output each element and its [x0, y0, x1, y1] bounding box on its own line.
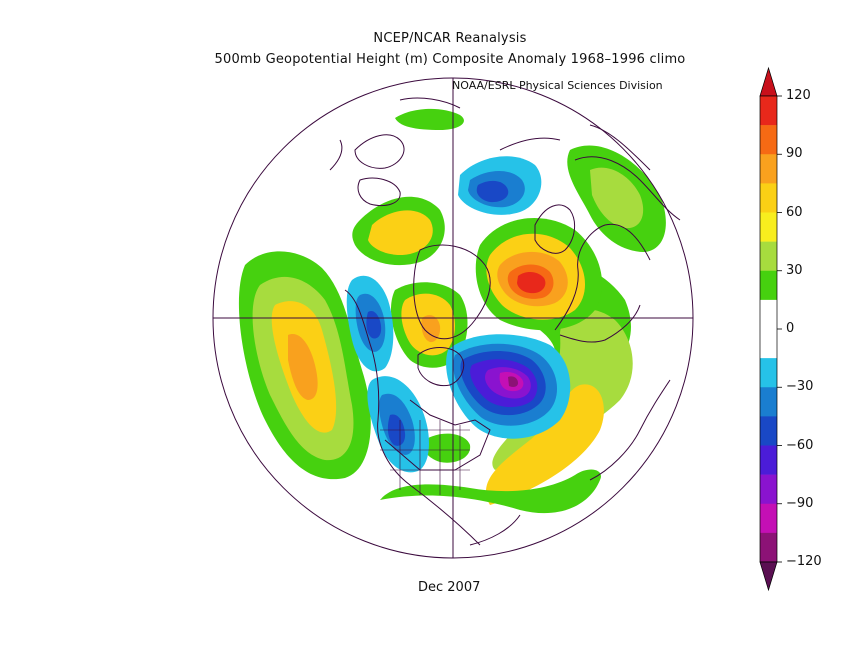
colorbar-bin — [760, 125, 777, 155]
coast-asia — [499, 124, 681, 221]
colorbar-bin — [760, 474, 777, 505]
coast-siberia-east — [329, 97, 461, 171]
anomaly-pacific-75 — [288, 334, 318, 400]
colorbar-tick-label: 90 — [786, 146, 803, 162]
coast-hudson-bay — [417, 347, 465, 387]
coast-greenland — [413, 244, 491, 340]
coast-africa — [589, 379, 671, 481]
date-label: Dec 2007 — [418, 580, 481, 595]
colorbar-bin — [760, 329, 777, 359]
colorbar-bin — [760, 183, 777, 213]
colorbar-tick-label: −120 — [786, 554, 822, 569]
anomaly-canada-60 — [368, 210, 433, 256]
colorbar-tick-label: −30 — [786, 379, 814, 395]
anomaly-labrador-neg-120 — [508, 376, 518, 387]
colorbar-tick-label: 120 — [786, 88, 811, 103]
anomaly-europe-120 — [517, 272, 546, 294]
anomaly-south-band — [380, 469, 601, 514]
colorbar-bin — [760, 358, 777, 388]
colorbar-top-triangle — [759, 66, 778, 97]
colorbar-bin — [760, 416, 777, 446]
title-line-1: NCEP/NCAR Reanalysis — [373, 31, 527, 46]
colorbar-bin — [760, 212, 777, 242]
colorbar-bottom-triangle — [759, 561, 778, 592]
coast-europe — [554, 223, 651, 343]
colorbar-bin — [760, 270, 777, 301]
colorbar-bin — [760, 445, 777, 475]
coast-arctic-islands — [354, 134, 405, 206]
title-line-2: 500mb Geopotential Height (m) Composite … — [214, 52, 686, 67]
colorbar-bin — [760, 299, 777, 330]
colorbar-bin — [760, 241, 777, 272]
anomaly-atlantic-60 — [485, 384, 604, 505]
us-states-grid — [380, 420, 470, 495]
colorbar-tick-label: 30 — [786, 262, 803, 278]
colorbar-tick-label: −90 — [786, 495, 814, 511]
colorbar-tick-label: −60 — [786, 437, 814, 453]
anomaly-arctic-top — [395, 108, 464, 130]
anomaly-russia-neg-60 — [476, 180, 509, 203]
colorbar-bin — [760, 154, 777, 184]
colorbar-tick-label: 60 — [786, 204, 803, 220]
colorbar-bin — [760, 532, 777, 563]
coastlines — [212, 77, 694, 559]
coast-south-america — [469, 514, 521, 546]
colorbar-bin — [760, 503, 777, 534]
colorbar-bin — [760, 387, 777, 417]
anomaly-field — [238, 108, 666, 514]
anomaly-greenland-75 — [421, 315, 441, 343]
anomaly-siberia-45 — [590, 167, 644, 229]
anomaly-small-green — [423, 433, 471, 463]
coast-scandinavia — [534, 204, 576, 254]
colorbar-bin — [760, 96, 777, 126]
credit-label: NOAA/ESRL Physical Sciences Division — [452, 79, 663, 92]
colorbar-tick-label: 0 — [786, 321, 795, 336]
